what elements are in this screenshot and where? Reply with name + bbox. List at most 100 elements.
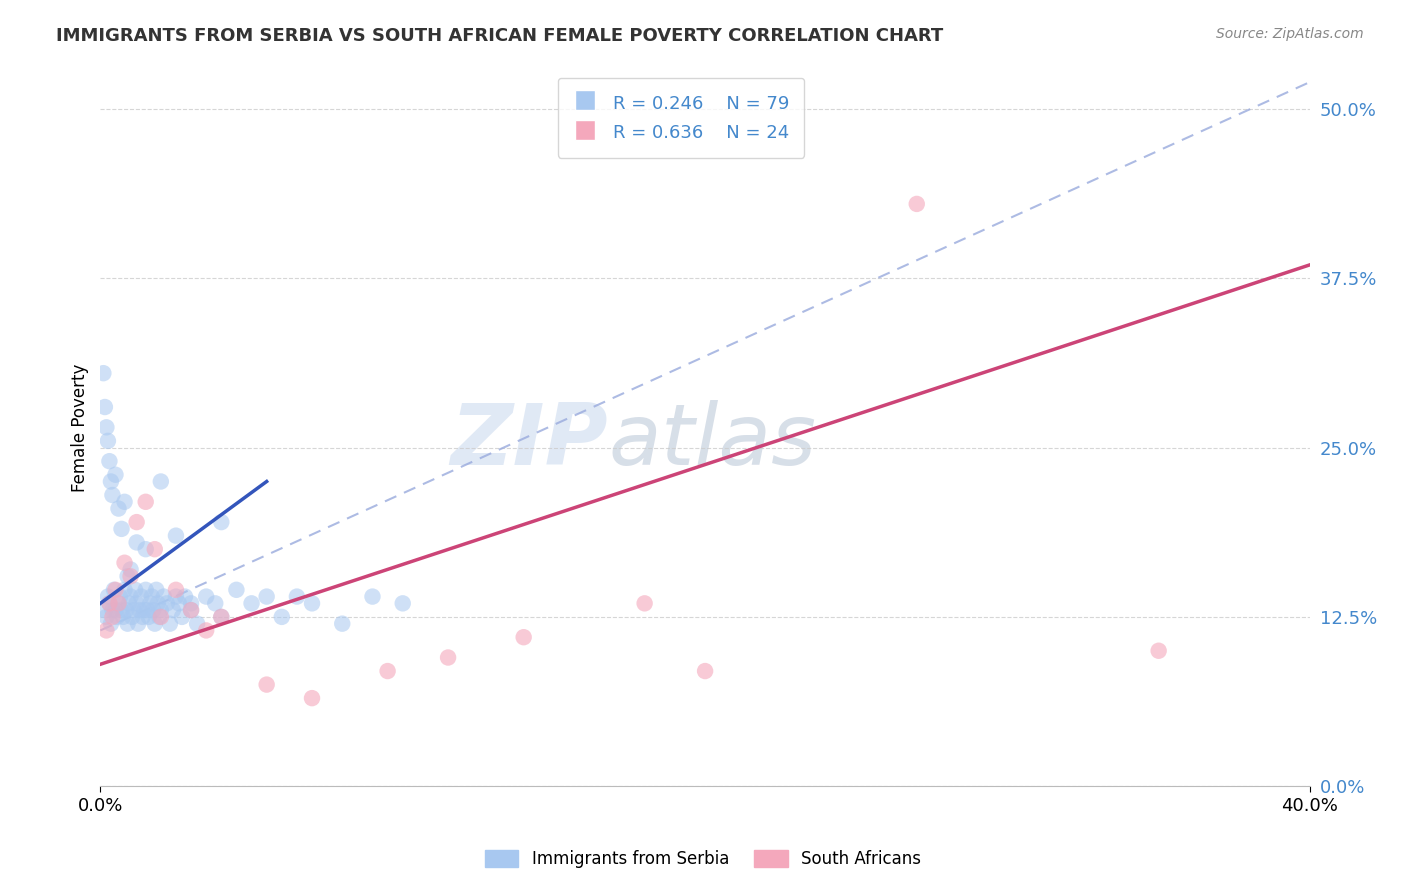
Point — [97, 590, 120, 604]
Point — [204, 596, 226, 610]
Point — [121, 610, 143, 624]
Point — [101, 488, 124, 502]
Point — [96, 624, 118, 638]
Point — [167, 596, 190, 610]
Point — [104, 467, 127, 482]
Point — [156, 596, 179, 610]
Legend: Immigrants from Serbia, South Africans: Immigrants from Serbia, South Africans — [478, 843, 928, 875]
Point — [905, 197, 928, 211]
Point — [135, 582, 157, 597]
Point — [149, 603, 172, 617]
Point — [107, 596, 129, 610]
Point — [165, 590, 187, 604]
Point — [138, 610, 160, 624]
Point — [1147, 644, 1170, 658]
Point — [301, 596, 323, 610]
Point — [94, 400, 117, 414]
Legend: R = 0.246    N = 79, R = 0.636    N = 24: R = 0.246 N = 79, R = 0.636 N = 24 — [558, 78, 804, 158]
Point — [437, 650, 460, 665]
Point — [103, 582, 125, 597]
Point — [98, 596, 121, 610]
Point — [114, 556, 136, 570]
Point — [143, 616, 166, 631]
Point — [112, 610, 135, 624]
Point — [100, 475, 122, 489]
Point — [285, 590, 308, 604]
Point — [149, 610, 172, 624]
Point — [256, 677, 278, 691]
Point — [174, 590, 197, 604]
Point — [115, 603, 138, 617]
Point — [114, 495, 136, 509]
Point — [118, 596, 141, 610]
Point — [135, 542, 157, 557]
Y-axis label: Female Poverty: Female Poverty — [72, 363, 89, 491]
Point — [141, 590, 163, 604]
Point — [98, 596, 121, 610]
Point — [107, 501, 129, 516]
Point — [94, 603, 117, 617]
Point — [209, 515, 232, 529]
Point — [170, 610, 193, 624]
Point — [108, 590, 131, 604]
Point — [301, 691, 323, 706]
Point — [142, 603, 165, 617]
Point — [104, 582, 127, 597]
Point — [240, 596, 263, 610]
Point — [124, 582, 146, 597]
Point — [256, 590, 278, 604]
Point — [135, 495, 157, 509]
Text: atlas: atlas — [609, 401, 817, 483]
Point — [139, 596, 162, 610]
Point — [153, 590, 176, 604]
Point — [165, 529, 187, 543]
Point — [180, 603, 202, 617]
Point — [110, 603, 132, 617]
Point — [107, 596, 129, 610]
Point — [391, 596, 413, 610]
Point — [110, 522, 132, 536]
Point — [149, 475, 172, 489]
Point — [209, 610, 232, 624]
Point — [127, 616, 149, 631]
Point — [131, 610, 153, 624]
Point — [122, 603, 145, 617]
Point — [129, 590, 152, 604]
Point — [377, 664, 399, 678]
Point — [125, 515, 148, 529]
Point — [97, 434, 120, 448]
Text: Source: ZipAtlas.com: Source: ZipAtlas.com — [1216, 27, 1364, 41]
Text: ZIP: ZIP — [451, 401, 609, 483]
Text: IMMIGRANTS FROM SERBIA VS SOUTH AFRICAN FEMALE POVERTY CORRELATION CHART: IMMIGRANTS FROM SERBIA VS SOUTH AFRICAN … — [56, 27, 943, 45]
Point — [162, 603, 184, 617]
Point — [159, 616, 181, 631]
Point — [134, 603, 156, 617]
Point — [101, 603, 124, 617]
Point — [125, 535, 148, 549]
Point — [145, 582, 167, 597]
Point — [96, 420, 118, 434]
Point — [512, 630, 534, 644]
Point — [146, 596, 169, 610]
Point — [120, 569, 142, 583]
Point — [195, 590, 218, 604]
Point — [120, 590, 142, 604]
Point — [165, 582, 187, 597]
Point — [128, 603, 150, 617]
Point — [361, 590, 384, 604]
Point — [136, 603, 159, 617]
Point — [93, 366, 115, 380]
Point — [105, 610, 128, 624]
Point — [101, 610, 124, 624]
Point — [120, 562, 142, 576]
Point — [148, 610, 170, 624]
Point — [117, 569, 139, 583]
Point — [125, 596, 148, 610]
Point — [117, 616, 139, 631]
Point — [186, 616, 208, 631]
Point — [693, 664, 716, 678]
Point — [98, 454, 121, 468]
Point — [96, 610, 118, 624]
Point — [114, 582, 136, 597]
Point — [195, 624, 218, 638]
